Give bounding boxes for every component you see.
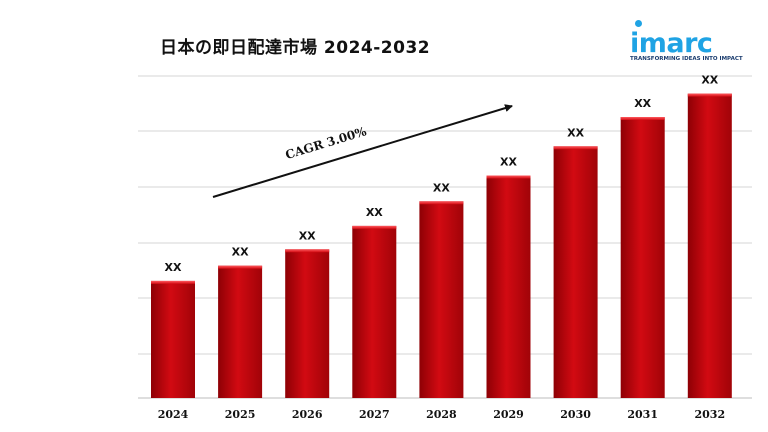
bar-cap-2027 (352, 225, 397, 229)
data-label-2025: XX (232, 246, 249, 259)
bar-2032 (687, 93, 732, 398)
bar-2024 (151, 280, 195, 398)
bar-2027 (352, 225, 397, 398)
bar-cap-2031 (620, 117, 665, 120)
bar-cap-2024 (151, 280, 195, 284)
data-label-2031: XX (634, 97, 651, 110)
bar-cap-2026 (285, 249, 330, 253)
x-tick-2031: 2031 (627, 408, 658, 421)
x-tick-2029: 2029 (493, 408, 524, 421)
bar-2030 (553, 146, 598, 398)
data-label-2030: XX (567, 126, 584, 139)
data-label-2028: XX (433, 181, 450, 194)
cagr-annotation: CAGR 3.00% (284, 124, 369, 162)
x-tick-2032: 2032 (694, 408, 725, 421)
cagr-arrow (212, 104, 513, 198)
bars (151, 93, 732, 398)
data-label-2027: XX (366, 206, 383, 219)
x-tick-2024: 2024 (158, 408, 189, 421)
x-tick-2026: 2026 (292, 408, 323, 421)
chart-title: 日本の即日配達市場 2024-2032 (160, 38, 431, 58)
logo-wordmark: imarc (630, 28, 713, 59)
data-labels: XX XX XX XX XX XX XX XX XX (165, 74, 719, 274)
data-label-2029: XX (500, 156, 517, 169)
x-tick-labels: 2024 2025 2026 2027 2028 2029 2030 2031 2032 (158, 408, 725, 421)
bar-2026 (285, 249, 330, 398)
x-tick-2025: 2025 (225, 408, 256, 421)
bar-cap-2030 (553, 146, 598, 150)
imarc-logo: imarc TRANSFORMING IDEAS INTO IMPACT (630, 16, 743, 68)
bar-2025 (218, 265, 263, 398)
bar-cap-2029 (486, 175, 531, 179)
bar-2029 (486, 175, 531, 398)
bar-cap-2028 (419, 201, 464, 205)
data-label-2024: XX (165, 261, 182, 274)
bar-2031 (620, 117, 665, 398)
x-tick-2028: 2028 (426, 408, 457, 421)
logo-dot-icon (635, 20, 642, 27)
logo-tagline: TRANSFORMING IDEAS INTO IMPACT (630, 56, 743, 62)
bar-2028 (419, 201, 464, 398)
data-label-2026: XX (299, 229, 316, 242)
bar-cap-2032 (687, 93, 732, 97)
data-label-2032: XX (701, 74, 718, 87)
x-tick-2030: 2030 (560, 408, 591, 421)
x-tick-2027: 2027 (359, 408, 390, 421)
bar-cap-2025 (218, 265, 263, 269)
